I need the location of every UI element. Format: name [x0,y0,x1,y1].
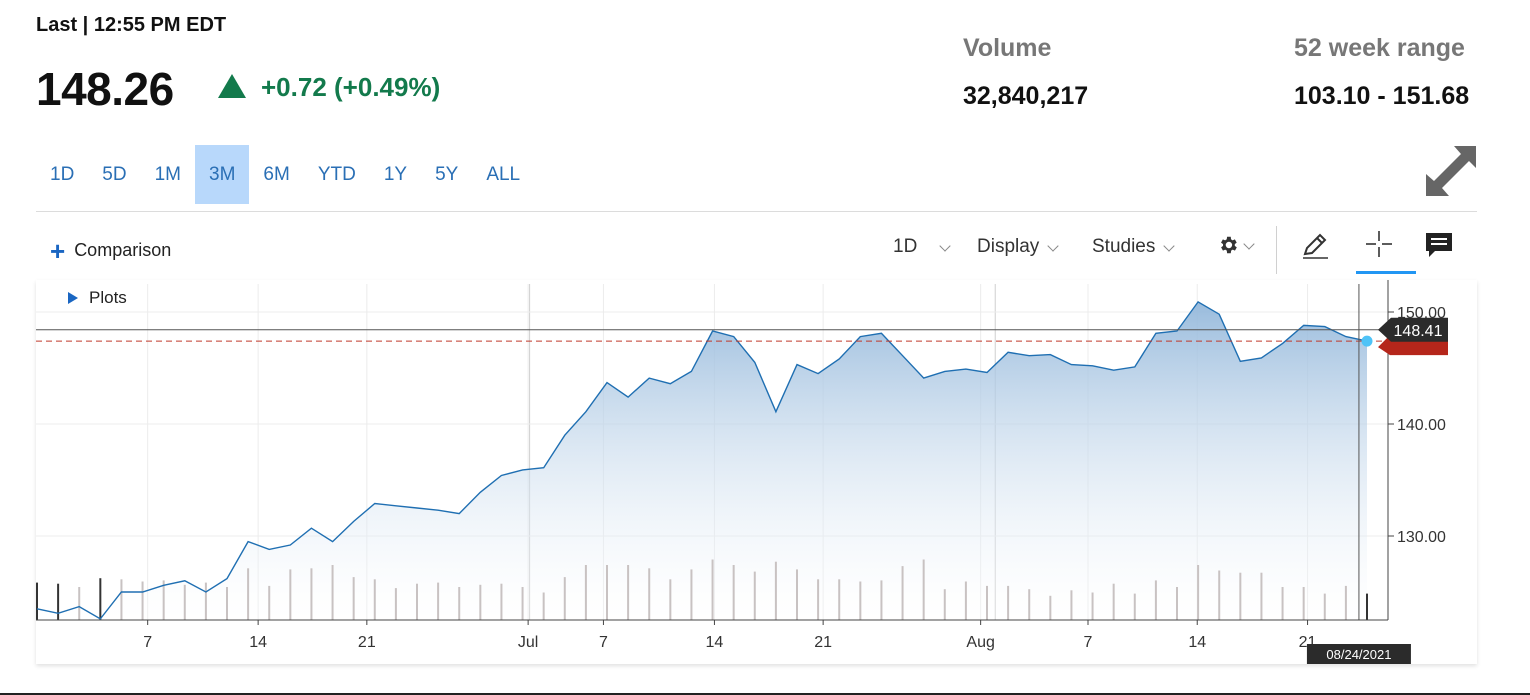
crosshair-icon[interactable] [1364,229,1394,259]
comment-icon[interactable] [1425,232,1453,258]
range-button-1d[interactable]: 1D [50,164,75,185]
range-button-1m[interactable]: 1M [154,164,181,185]
x-tick-label: 21 [814,634,832,651]
x-tick-label: Jul [518,634,538,651]
header-divider [36,211,1477,212]
display-dropdown[interactable]: Display [977,236,1059,258]
x-tick-label: 14 [1188,634,1206,651]
x-tick-label: Aug [966,634,994,651]
x-tick-label: 14 [706,634,724,651]
toolbar-separator [1276,226,1277,274]
interval-dropdown[interactable]: 1D [893,236,951,258]
range-button-5d[interactable]: 5D [102,164,127,185]
crosshair-date-label: 08/24/2021 [1326,647,1391,662]
last-price-dot [1361,335,1373,347]
up-arrow-icon [218,74,246,98]
active-tool-indicator [1356,271,1416,274]
volume-value: 32,840,217 [963,82,1089,110]
expand-icon[interactable] [1424,144,1478,198]
chevron-down-icon [939,240,951,252]
studies-dropdown[interactable]: Studies [1092,236,1176,258]
y-tick-label: 140.00 [1397,417,1446,434]
range-button-5y[interactable]: 5Y [435,164,459,185]
bottom-border [0,693,1530,695]
x-tick-label: 7 [1084,634,1093,651]
plots-toggle[interactable]: Plots [68,288,127,308]
x-tick-label: 21 [358,634,376,651]
x-tick-label: 7 [599,634,608,651]
time-range-selector: 1D 5D 1M 3M 6M YTD 1Y 5Y ALL [36,145,534,204]
crosshair-date-tag-bg [1306,644,1411,664]
comparison-label: Comparison [74,240,172,260]
range-button-3m[interactable]: 3M [195,145,250,204]
last-trade-time: Last | 12:55 PM EDT [36,14,227,36]
plus-icon: + [50,235,66,266]
y-tick-label: 130.00 [1397,529,1446,546]
price-area-fill [37,301,1367,620]
range-label: 52 week range [1294,34,1465,62]
pencil-icon[interactable] [1300,230,1330,260]
x-tick-label: 7 [143,634,152,651]
range-button-all[interactable]: ALL [486,164,521,185]
range-button-6m[interactable]: 6M [263,164,290,185]
range-value: 103.10 - 151.68 [1294,82,1470,110]
chevron-down-icon [1047,240,1059,252]
volume-label: Volume [963,34,1052,62]
gear-icon [1221,236,1237,254]
triangle-right-icon [68,292,78,304]
chevron-down-icon [1243,238,1255,250]
comparison-button[interactable]: + Comparison [50,235,172,266]
current-price-tag-label: 148.41 [1394,323,1443,340]
range-button-1y[interactable]: 1Y [383,164,408,185]
display-label: Display [977,236,1040,257]
price-change: +0.72 (+0.49%) [261,72,441,102]
y-tick-label: 150.00 [1397,305,1446,322]
chevron-down-icon [1163,240,1176,252]
plots-label: Plots [89,288,127,307]
interval-label: 1D [893,236,918,257]
last-price: 148.26 [36,63,174,115]
studies-label: Studies [1092,236,1156,257]
price-line [36,300,1368,620]
range-button-ytd[interactable]: YTD [317,164,356,185]
settings-dropdown[interactable] [1217,234,1255,256]
chart-panel: 150.00 140.00 130.00 7 14 21 Jul 7 14 21 Aug 7 14 21 1… [36,280,1477,664]
x-tick-label: 14 [249,634,267,651]
current-price-tag-bg [1378,317,1448,342]
